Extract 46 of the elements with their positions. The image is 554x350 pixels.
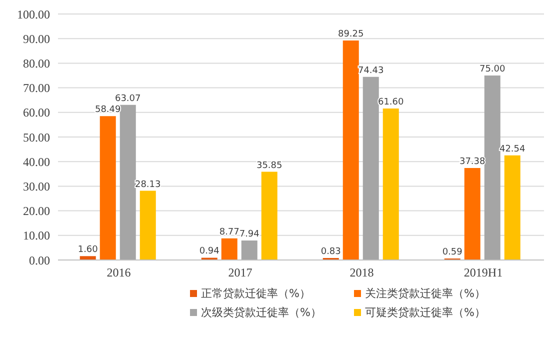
data-label: 42.54 (499, 144, 526, 154)
bar (100, 116, 116, 260)
y-tick-label: 80.00 (23, 56, 50, 70)
data-label: 58.49 (94, 105, 122, 116)
data-label: 0.94 (199, 246, 220, 257)
data-label: 1.60 (78, 245, 98, 256)
bar (120, 104, 136, 260)
bar (342, 40, 359, 260)
y-tick-label: 60.00 (23, 106, 50, 120)
legend-label: 可疑类贷款迁徙率（%） (365, 305, 486, 320)
y-tick-label: 70.00 (23, 81, 50, 96)
bar (464, 168, 480, 260)
legend-label: 关注类贷款迁徙率（%） (365, 286, 486, 301)
y-tick-label: 40.00 (23, 154, 50, 169)
y-tick-label: 50.00 (23, 130, 50, 144)
x-tick-label: 2017 (228, 266, 252, 280)
legend-label: 次级类贷款迁徙率（%） (201, 305, 322, 320)
x-tick-label: 2019H1 (464, 266, 503, 280)
data-label: 89.25 (338, 29, 364, 40)
y-tick-label: 90.00 (23, 32, 50, 46)
y-tick-label: 30.00 (23, 179, 50, 194)
data-label: 7.94 (239, 229, 260, 240)
y-tick-label: 100.00 (17, 7, 50, 22)
bar (362, 76, 379, 260)
data-label: 28.13 (134, 180, 161, 190)
bar (261, 172, 278, 260)
y-tick-label: 10.00 (23, 228, 50, 243)
bar (504, 155, 520, 260)
x-tick-label: 2018 (350, 266, 374, 280)
data-label: 75.00 (479, 64, 506, 74)
y-tick-label: 20.00 (23, 204, 50, 218)
data-label: 63.07 (114, 94, 141, 104)
bar (241, 240, 258, 260)
data-label: 8.77 (219, 227, 240, 238)
data-label: 61.60 (378, 97, 404, 108)
bar (382, 108, 399, 260)
data-label: 35.85 (256, 160, 282, 171)
y-tick-label: 0.00 (29, 253, 50, 268)
data-label: 0.59 (442, 248, 463, 258)
data-label: 37.38 (459, 157, 486, 168)
bar (140, 190, 156, 260)
data-label: 0.83 (320, 246, 341, 257)
x-tick-label: 2016 (106, 266, 131, 280)
legend-label: 正常贷款迁徙率（%） (201, 286, 310, 301)
bar (484, 76, 500, 260)
bar (221, 238, 238, 260)
